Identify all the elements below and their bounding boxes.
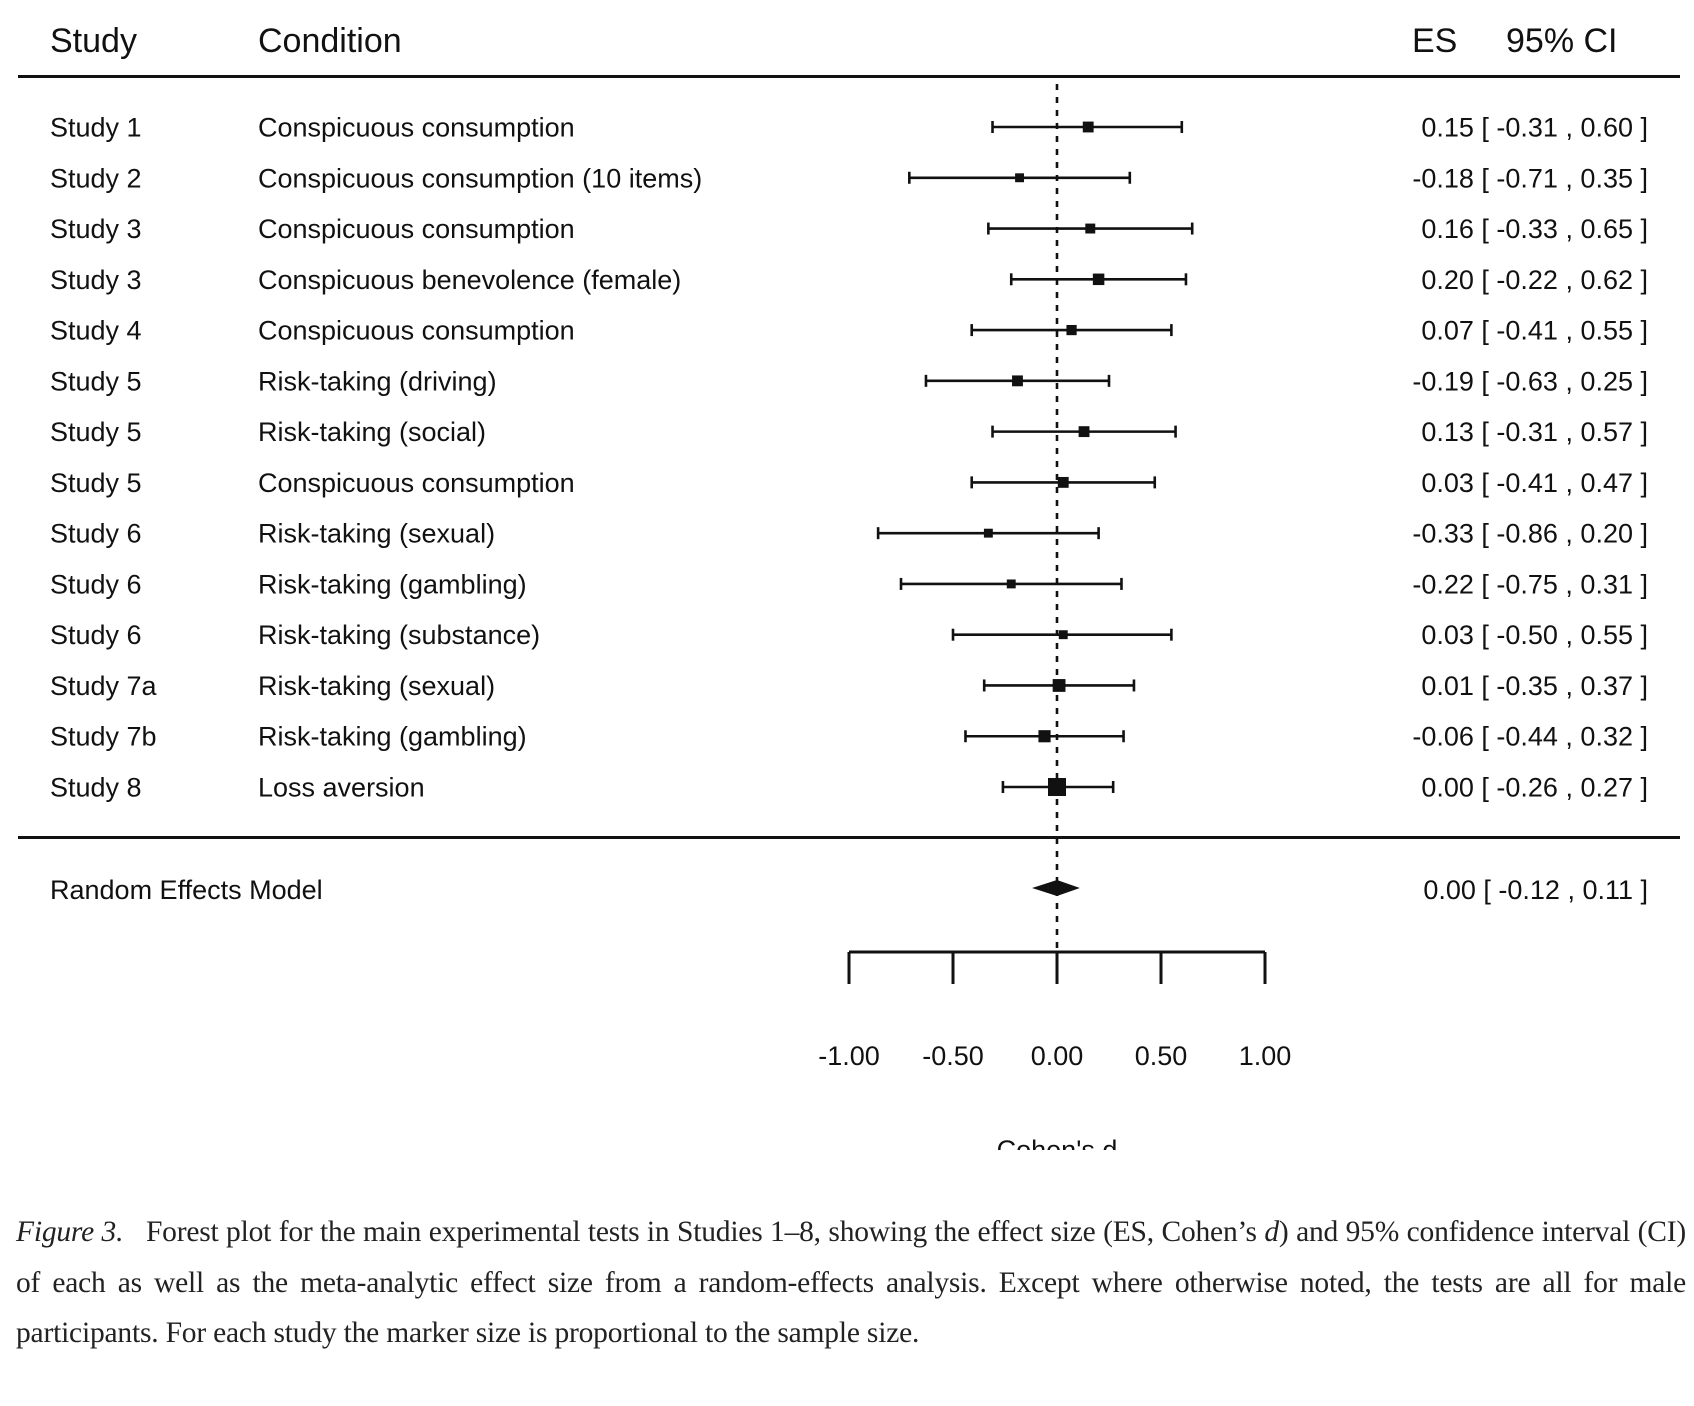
header-es: ES: [1412, 22, 1457, 60]
row-study: Study 1: [50, 113, 142, 143]
row-es-text: -0.33 [ -0.86 , 0.20 ]: [1412, 519, 1648, 549]
row-es-text: 0.20 [ -0.22 , 0.62 ]: [1421, 265, 1648, 295]
summary-label: Random Effects Model: [50, 875, 323, 905]
header-condition: Condition: [258, 22, 402, 60]
row-es-text: -0.22 [ -0.75 , 0.31 ]: [1412, 569, 1648, 599]
study-row: Study 6 Risk-taking (sexual) -0.33 [ -0.86…: [50, 519, 1648, 549]
effect-marker: [1012, 375, 1023, 387]
effect-marker: [1038, 730, 1051, 743]
row-condition: Risk-taking (social): [258, 417, 486, 447]
study-row: Study 3 Conspicuous consumption 0.16 [ -0.…: [50, 214, 1648, 244]
row-study: Study 3: [50, 214, 142, 244]
study-row: Study 5 Risk-taking (driving) -0.19 [ -0.6…: [50, 366, 1648, 396]
row-study: Study 3: [50, 265, 142, 295]
row-es-text: -0.06 [ -0.44 , 0.32 ]: [1412, 722, 1648, 752]
effect-marker: [1057, 476, 1069, 488]
caption-text-1: Forest plot for the main experimental te…: [145, 1216, 1265, 1248]
row-study: Study 6: [50, 620, 142, 650]
row-study: Study 8: [50, 773, 142, 803]
row-condition: Risk-taking (substance): [258, 620, 540, 650]
study-row: Study 1 Conspicuous consumption 0.15 [ -0.…: [50, 113, 1648, 143]
x-tick-label: -0.50: [922, 1041, 984, 1071]
effect-marker: [1066, 324, 1077, 336]
caption-figure-label: Figure 3.: [16, 1216, 124, 1248]
x-axis: -1.00 -0.50 0.00 0.50 1.00: [818, 950, 1292, 1071]
effect-marker: [1058, 630, 1068, 640]
row-condition: Risk-taking (gambling): [258, 569, 527, 599]
row-study: Study 5: [50, 417, 142, 447]
row-es-text: 0.07 [ -0.41 , 0.55 ]: [1421, 316, 1648, 346]
row-es-text: -0.18 [ -0.71 , 0.35 ]: [1412, 163, 1648, 193]
study-row: Study 8 Loss aversion 0.00 [ -0.26 , 0.27 …: [50, 773, 1648, 803]
study-row: Study 5 Risk-taking (social) 0.13 [ -0.31 …: [50, 417, 1648, 447]
header-study: Study: [50, 22, 137, 60]
effect-marker: [1092, 273, 1105, 286]
study-row: Study 7a Risk-taking (sexual) 0.01 [ -0.35…: [50, 671, 1648, 701]
row-condition: Conspicuous consumption: [258, 316, 575, 346]
row-condition: Conspicuous consumption: [258, 113, 575, 143]
row-condition: Conspicuous consumption: [258, 468, 575, 498]
row-es-text: -0.19 [ -0.63 , 0.25 ]: [1412, 366, 1648, 396]
row-es-text: 0.03 [ -0.50 , 0.55 ]: [1421, 620, 1648, 650]
row-condition: Conspicuous consumption (10 items): [258, 163, 702, 193]
effect-marker: [983, 528, 993, 538]
summary-row: Random Effects Model 0.00 [ -0.12 , 0.11…: [50, 875, 1648, 905]
study-row: Study 2 Conspicuous consumption (10 items…: [50, 163, 1648, 193]
row-study: Study 2: [50, 163, 142, 193]
x-tick-label: -1.00: [818, 1041, 880, 1071]
row-study: Study 6: [50, 519, 142, 549]
row-es-text: 0.16 [ -0.33 , 0.65 ]: [1421, 214, 1648, 244]
effect-marker: [1006, 579, 1016, 589]
row-condition: Risk-taking (sexual): [258, 519, 495, 549]
effect-marker: [1052, 679, 1066, 692]
caption-italic-d: d: [1264, 1216, 1279, 1248]
row-study: Study 5: [50, 468, 142, 498]
header-ci: 95% CI: [1506, 22, 1618, 60]
study-rows: Study 1 Conspicuous consumption 0.15 [ -0.…: [50, 113, 1648, 803]
row-condition: Loss aversion: [258, 773, 425, 803]
study-row: Study 6 Risk-taking (gambling) -0.22 [ -0.…: [50, 569, 1648, 599]
row-condition: Conspicuous consumption: [258, 214, 575, 244]
effect-marker: [1078, 426, 1090, 438]
row-condition: Conspicuous benevolence (female): [258, 265, 681, 295]
row-es-text: 0.01 [ -0.35 , 0.37 ]: [1421, 671, 1648, 701]
row-es-text: 0.15 [ -0.31 , 0.60 ]: [1421, 113, 1648, 143]
study-row: Study 7b Risk-taking (gambling) -0.06 [ -0…: [50, 722, 1648, 752]
study-row: Study 5 Conspicuous consumption 0.03 [ -0.…: [50, 468, 1648, 498]
effect-marker: [1015, 173, 1025, 183]
row-es-text: 0.13 [ -0.31 , 0.57 ]: [1421, 417, 1648, 447]
effect-marker: [1082, 121, 1094, 133]
caption-text-2: ) and 95% confidence interval (CI) of ea…: [16, 1216, 1686, 1349]
row-condition: Risk-taking (sexual): [258, 671, 495, 701]
forest-plot: Study Condition ES 95% CI Study 1 Conspic…: [18, 22, 1680, 1150]
row-es-text: 0.03 [ -0.41 , 0.47 ]: [1421, 468, 1648, 498]
figure-caption: Figure 3. Forest plot for the main exper…: [16, 1207, 1686, 1359]
x-axis-label: Cohen's d: [997, 1135, 1118, 1150]
row-study: Study 6: [50, 569, 142, 599]
x-tick-label: 0.50: [1135, 1041, 1188, 1071]
study-row: Study 3 Conspicuous benevolence (female) 0…: [50, 265, 1648, 295]
summary-diamond: [1032, 880, 1080, 896]
x-tick-label: 1.00: [1239, 1041, 1292, 1071]
row-condition: Risk-taking (driving): [258, 366, 497, 396]
study-row: Study 6 Risk-taking (substance) 0.03 [ -0.…: [50, 620, 1648, 650]
row-study: Study 7b: [50, 722, 157, 752]
study-row: Study 4 Conspicuous consumption 0.07 [ -0.…: [50, 316, 1648, 346]
summary-es-text: 0.00 [ -0.12 , 0.11 ]: [1423, 875, 1648, 905]
x-tick-label: 0.00: [1031, 1041, 1084, 1071]
effect-marker: [1048, 778, 1066, 797]
row-condition: Risk-taking (gambling): [258, 722, 527, 752]
row-study: Study 7a: [50, 671, 158, 701]
effect-marker: [1085, 223, 1096, 234]
row-es-text: 0.00 [ -0.26 , 0.27 ]: [1421, 773, 1648, 803]
row-study: Study 5: [50, 366, 142, 396]
row-study: Study 4: [50, 316, 142, 346]
